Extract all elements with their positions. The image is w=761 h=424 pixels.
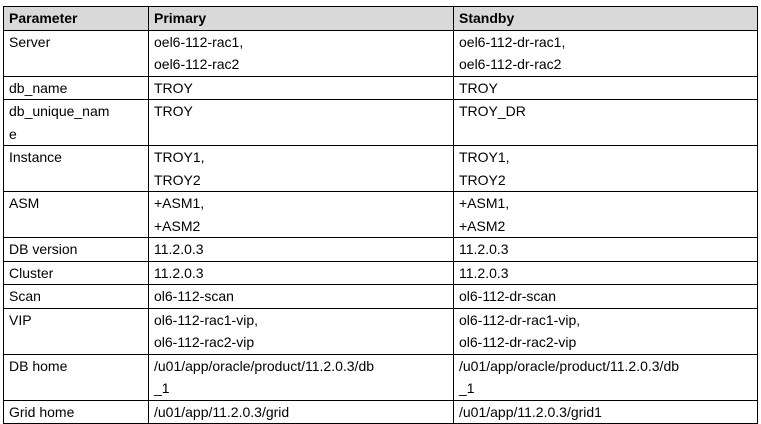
table-cell: ol6-112-rac1-vip, ol6-112-rac2-vip	[148, 307, 454, 355]
cell-line: DB version	[9, 241, 78, 257]
table-cell: oel6-112-rac1, oel6-112-rac2	[148, 29, 454, 77]
table-cell: db_name	[3, 75, 149, 100]
table-cell: TROY1, TROY2	[453, 145, 758, 192]
cell-line: DB home	[9, 357, 68, 374]
cell-line: Cluster	[9, 264, 54, 281]
table-cell: Cluster	[3, 260, 149, 285]
cell-line: db_name	[9, 79, 68, 96]
table-cell: Server	[3, 29, 149, 77]
table-row: DB version 11.2.0.3 11.2.0.3	[3, 237, 758, 262]
header-row: Parameter Primary Standby	[3, 6, 758, 31]
table-row: Scan ol6-112-scan ol6-112-dr-scan	[3, 284, 758, 309]
cell-line: Server	[9, 33, 51, 50]
cell-line: +ASM1,	[154, 195, 205, 211]
table-cell: DB home	[3, 353, 149, 401]
cell-line: 11.2.0.3	[459, 241, 509, 257]
cell-line: ol6-112-dr-rac1-vip,	[459, 311, 581, 328]
cell-line: oel6-112-rac2	[154, 56, 240, 72]
cell-line: 11.2.0.3	[154, 241, 204, 257]
table-row: VIP ol6-112-rac1-vip, ol6-112-rac2-vip ol6-…	[3, 307, 758, 355]
table-cell: +ASM1, +ASM2	[453, 191, 758, 238]
cell-line: TROY_DR	[459, 103, 526, 119]
table-cell: ol6-112-dr-scan	[453, 284, 758, 309]
cell-line: _1	[154, 380, 170, 396]
table-cell: TROY	[148, 75, 454, 100]
table-row: ASM +ASM1, +ASM2 +ASM1, +ASM2	[3, 191, 758, 238]
cell-line: +ASM2	[459, 217, 506, 234]
table-cell: ol6-112-scan	[148, 284, 454, 309]
cell-line: ol6-112-dr-scan	[459, 288, 557, 304]
table-cell: +ASM1, +ASM2	[148, 191, 454, 238]
cell-line: ASM	[9, 195, 40, 211]
table-row: Cluster 11.2.0.3 11.2.0.3	[3, 260, 758, 285]
table-cell: 11.2.0.3	[148, 237, 454, 262]
table-cell: Scan	[3, 284, 149, 309]
table-cell: /u01/app/oracle/product/11.2.0.3/db _1	[148, 353, 454, 401]
cell-line: oel6-112-rac1,	[154, 33, 244, 50]
cell-line: Grid home	[9, 403, 75, 420]
cell-line: 11.2.0.3	[154, 264, 204, 281]
table-cell: TROY	[453, 75, 758, 100]
table-cell: /u01/app/oracle/product/11.2.0.3/db _1	[453, 353, 758, 401]
cell-line: e	[9, 125, 17, 142]
cell-line: /u01/app/11.2.0.3/grid	[154, 403, 290, 420]
cell-line: TROY1,	[459, 149, 510, 165]
table-cell: DB version	[3, 237, 149, 262]
cell-line: /u01/app/oracle/product/11.2.0.3/db	[459, 357, 680, 374]
cell-line: oel6-112-dr-rac2	[459, 56, 562, 72]
table-cell: 11.2.0.3	[453, 260, 758, 285]
cell-line: TROY2	[459, 171, 506, 188]
table-row: Instance TROY1, TROY2 TROY1, TROY2	[3, 145, 758, 192]
cell-line: +ASM2	[154, 217, 201, 234]
cell-line: _1	[459, 380, 475, 396]
header-cell: Parameter	[3, 6, 149, 31]
header-cell: Primary	[148, 6, 454, 31]
parameter-table: Parameter Primary Standby Server oel6-112-r…	[3, 6, 758, 424]
table-cell: Instance	[3, 145, 149, 192]
table-row: DB home/u01/app/oracle/product/11.2.0.3/…	[3, 353, 758, 401]
cell-line: ol6-112-dr-rac2-vip	[459, 334, 577, 350]
header-cell: Standby	[453, 6, 758, 31]
table-cell: ASM	[3, 191, 149, 238]
cell-line: +ASM1,	[459, 195, 510, 211]
table-cell: TROY_DR	[453, 99, 758, 146]
table-row: Grid home/u01/app/11.2.0.3/grid/u01/app/…	[3, 399, 758, 424]
cell-line: VIP	[9, 311, 32, 328]
table-row: Server oel6-112-rac1, oel6-112-rac2 oel6-11…	[3, 29, 758, 77]
cell-line: TROY	[154, 103, 193, 119]
table-cell: TROY	[148, 99, 454, 146]
table-row: db_name TROY TROY	[3, 75, 758, 100]
cell-line: TROY1,	[154, 149, 205, 165]
cell-line: ol6-112-scan	[154, 288, 234, 304]
table-cell: 11.2.0.3	[148, 260, 454, 285]
cell-line: Scan	[9, 288, 41, 304]
cell-line: TROY	[154, 79, 193, 96]
table-body: Server oel6-112-rac1, oel6-112-rac2 oel6-11…	[3, 29, 758, 424]
cell-line: 11.2.0.3	[459, 264, 509, 281]
table-cell: ol6-112-dr-rac1-vip, ol6-112-dr-rac2-vip	[453, 307, 758, 355]
table-cell: TROY1, TROY2	[148, 145, 454, 192]
cell-line: TROY	[459, 79, 498, 96]
table-cell: oel6-112-dr-rac1, oel6-112-dr-rac2	[453, 29, 758, 77]
cell-line: /u01/app/oracle/product/11.2.0.3/db	[154, 357, 375, 374]
table-cell: Grid home	[3, 399, 149, 424]
cell-line: db_unique_nam	[9, 103, 110, 119]
cell-line: TROY2	[154, 171, 201, 188]
cell-line: oel6-112-dr-rac1,	[459, 33, 566, 50]
table-cell: 11.2.0.3	[453, 237, 758, 262]
table-cell: VIP	[3, 307, 149, 355]
cell-line: ol6-112-rac1-vip,	[154, 311, 259, 328]
cell-line: /u01/app/11.2.0.3/grid1	[459, 403, 602, 420]
cell-line: Instance	[9, 149, 62, 165]
table-cell: /u01/app/11.2.0.3/grid1	[453, 399, 758, 424]
table-cell: /u01/app/11.2.0.3/grid	[148, 399, 454, 424]
cell-line: ol6-112-rac2-vip	[154, 334, 255, 350]
